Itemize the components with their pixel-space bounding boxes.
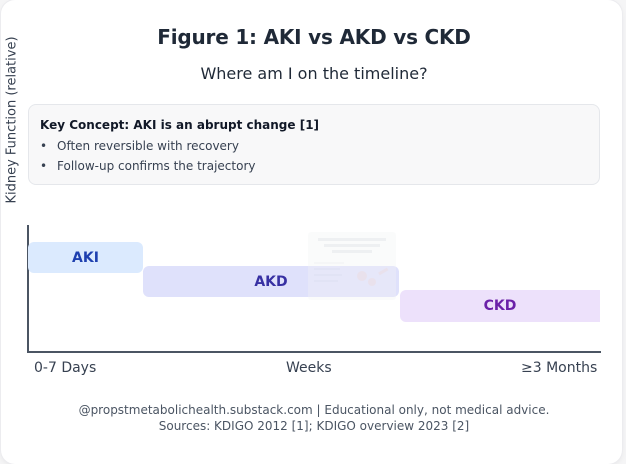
stage-bar-akd: AKD [143, 266, 399, 297]
tick-label-days: 0-7 Days [34, 360, 97, 376]
key-concept-title: Key Concept: AKI is an abrupt change [1] [40, 118, 320, 132]
y-axis-line [27, 225, 29, 353]
figure-subtitle: Where am I on the timeline? [200, 64, 428, 83]
footer-credit: @propstmetabolichealth.substack.com | Ed… [78, 403, 550, 417]
key-concept-bullet: • Often reversible with recovery [40, 139, 239, 153]
key-concept-box: Key Concept: AKI is an abrupt change [1]… [28, 104, 600, 185]
figure-title: Figure 1: AKI vs AKD vs CKD [157, 25, 471, 49]
stage-label-ckd: CKD [483, 298, 517, 314]
x-axis-line [27, 351, 601, 353]
bullet-icon: • [40, 159, 48, 173]
stage-label-aki: AKI [72, 249, 99, 266]
key-concept-bullet: • Follow-up confirms the trajectory [40, 159, 256, 173]
bullet-text: Often reversible with recovery [57, 139, 239, 153]
stage-bar-aki: AKI [28, 242, 143, 273]
bullet-icon: • [40, 139, 48, 153]
footer-sources: Sources: KDIGO 2012 [1]; KDIGO overview … [158, 419, 470, 433]
bullet-text: Follow-up confirms the trajectory [57, 159, 256, 173]
y-axis-label: Kidney Function (relative) [4, 36, 20, 204]
faded-thumbnail-watermark [308, 232, 396, 300]
stage-label-akd: AKD [254, 273, 288, 290]
stage-bar-ckd: CKD [400, 290, 600, 322]
tick-label-months: ≥3 Months [521, 360, 598, 376]
tick-label-weeks: Weeks [286, 360, 332, 376]
